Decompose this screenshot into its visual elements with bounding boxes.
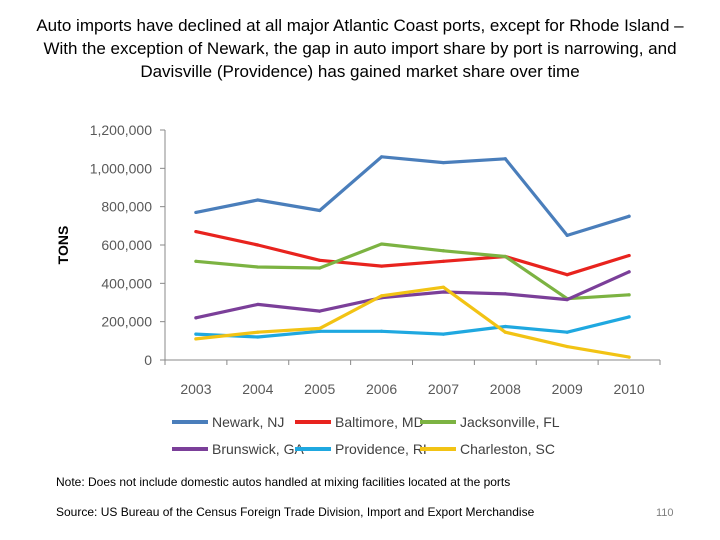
legend-label: Charleston, SC <box>460 441 555 457</box>
data-point <box>503 254 507 259</box>
data-point <box>256 335 260 339</box>
data-point <box>627 355 631 359</box>
data-point <box>256 198 260 202</box>
page-number: 110 <box>656 507 674 519</box>
data-point <box>318 266 322 270</box>
y-tick-label: 1,000,000 <box>90 160 152 176</box>
legend-label: Baltimore, MD <box>335 414 424 430</box>
data-point <box>441 332 446 336</box>
data-point <box>627 214 631 218</box>
data-point <box>379 329 384 333</box>
x-tick-label: 2008 <box>490 381 521 397</box>
y-axis-label: TONS <box>55 226 71 265</box>
data-point <box>379 264 384 268</box>
series-line <box>194 285 631 359</box>
data-point <box>379 242 384 246</box>
data-point <box>441 249 446 253</box>
data-point <box>256 330 260 334</box>
data-point <box>565 298 569 302</box>
chart-title: Auto imports have declined at all major … <box>36 16 684 81</box>
series-line <box>194 270 631 320</box>
y-tick-label: 400,000 <box>101 275 152 291</box>
data-point <box>194 229 198 234</box>
data-point <box>318 326 322 330</box>
data-point <box>194 210 198 215</box>
data-point <box>565 344 569 349</box>
data-point <box>194 337 198 341</box>
data-point <box>441 285 446 289</box>
series-line <box>194 155 631 237</box>
data-point <box>441 290 446 294</box>
legend-label: Jacksonville, FL <box>460 414 560 430</box>
data-point <box>194 332 198 336</box>
data-point <box>565 330 569 334</box>
data-point <box>503 292 507 296</box>
data-point <box>565 233 569 238</box>
x-tick-label: 2010 <box>613 381 644 397</box>
series-line <box>194 242 631 301</box>
series-line <box>194 315 631 339</box>
y-tick-label: 800,000 <box>101 199 152 215</box>
y-tick-label: 600,000 <box>101 237 152 253</box>
x-tick-label: 2006 <box>366 381 397 397</box>
data-point <box>627 315 631 319</box>
data-point <box>318 258 322 262</box>
y-tick-label: 200,000 <box>101 314 152 330</box>
data-point <box>627 270 631 274</box>
data-point <box>503 157 507 161</box>
data-point <box>503 330 507 334</box>
legend-label: Newark, NJ <box>212 414 284 430</box>
x-tick-label: 2009 <box>552 381 583 397</box>
data-point <box>194 316 198 320</box>
x-tick-label: 2003 <box>180 381 211 397</box>
data-point <box>256 265 260 269</box>
data-point <box>318 309 322 313</box>
y-tick-label: 1,200,000 <box>90 122 152 138</box>
x-tick-label: 2005 <box>304 381 335 397</box>
data-point <box>379 294 384 298</box>
legend-label: Brunswick, GA <box>212 441 304 457</box>
x-tick-label: 2007 <box>428 381 459 397</box>
data-point <box>627 293 631 297</box>
data-point <box>318 208 322 213</box>
data-point <box>503 324 507 329</box>
data-point <box>318 329 322 333</box>
series-line <box>194 230 631 277</box>
data-point <box>441 160 446 165</box>
data-point <box>256 243 260 247</box>
data-point <box>194 259 198 263</box>
legend-label: Providence, RI <box>335 441 427 457</box>
data-point <box>256 302 260 307</box>
data-point <box>627 253 631 258</box>
footnote: Note: Does not include domestic autos ha… <box>56 475 511 489</box>
data-point <box>379 155 384 159</box>
data-point <box>565 273 569 277</box>
x-tick-label: 2004 <box>242 381 273 397</box>
data-point <box>441 259 446 263</box>
source-note: Source: US Bureau of the Census Foreign … <box>56 505 535 519</box>
y-tick-label: 0 <box>144 352 152 368</box>
